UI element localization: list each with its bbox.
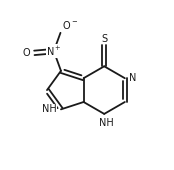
- Text: N: N: [129, 73, 136, 83]
- Text: NH: NH: [42, 104, 57, 114]
- Text: S: S: [101, 34, 107, 44]
- Text: O$^-$: O$^-$: [62, 19, 78, 31]
- Text: N$^+$: N$^+$: [46, 45, 62, 58]
- Text: NH: NH: [98, 118, 113, 128]
- Text: O: O: [22, 48, 30, 58]
